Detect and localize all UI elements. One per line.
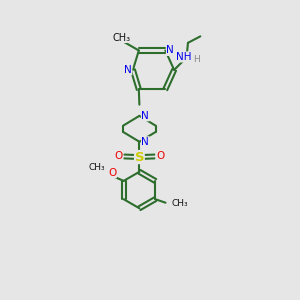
Text: H: H — [194, 55, 200, 64]
Text: N: N — [124, 65, 132, 75]
Text: O: O — [115, 152, 123, 161]
Text: CH₃: CH₃ — [89, 163, 105, 172]
Text: O: O — [156, 152, 164, 161]
Text: N: N — [141, 111, 149, 121]
Text: CH₃: CH₃ — [172, 200, 189, 208]
Text: S: S — [135, 151, 144, 164]
Text: NH: NH — [176, 52, 192, 62]
Text: N: N — [167, 46, 174, 56]
Text: N: N — [141, 137, 149, 147]
Text: O: O — [108, 168, 116, 178]
Text: CH₃: CH₃ — [113, 32, 131, 43]
